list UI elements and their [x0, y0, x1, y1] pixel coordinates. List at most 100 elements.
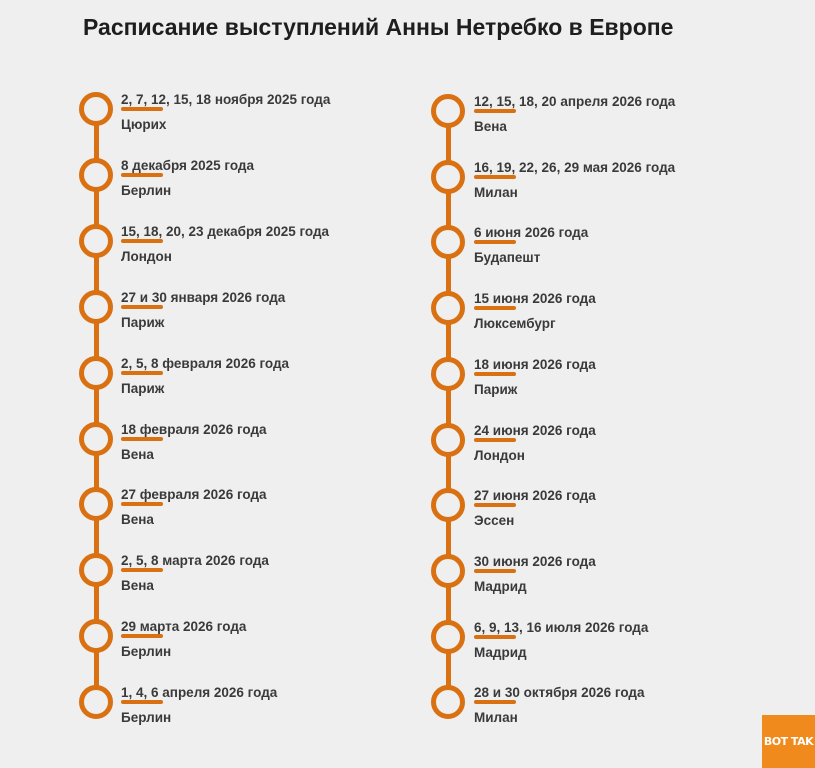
date-underline: [121, 370, 163, 375]
timeline-event: 28 и 30 октября 2026 года Милан: [474, 685, 644, 726]
date-underline: [474, 568, 516, 573]
event-date: 18 июня 2026 года: [474, 356, 596, 372]
timeline-node: [431, 159, 465, 194]
timeline-event: 6, 9, 13, 16 июля 2026 года Мадрид: [474, 620, 648, 661]
event-city: Эссен: [474, 513, 515, 529]
date-underline: [121, 107, 163, 111]
timeline-node: [431, 291, 465, 326]
timeline-line-left: [93, 112, 99, 700]
timeline-node: [79, 157, 113, 192]
timeline-event: 2, 5, 8 марта 2026 года Вена: [121, 553, 269, 594]
date-underline: [474, 437, 516, 442]
event-city: Берлин: [121, 710, 172, 726]
page-title: Расписание выступлений Анны Нетребко в Е…: [83, 14, 674, 40]
timeline-node: [431, 225, 465, 260]
event-date: 15, 18, 20, 23 декабря 2025 года: [121, 223, 330, 239]
event-city: Лондон: [121, 248, 172, 264]
date-underline: [121, 502, 163, 507]
timeline-event: 29 марта 2026 года Берлин: [121, 619, 246, 660]
timeline-node: [79, 92, 113, 126]
timeline-event: 12, 15, 18, 20 апреля 2026 года Вена: [474, 94, 675, 135]
event-date: 27 и 30 января 2026 года: [121, 289, 286, 305]
timeline-event: 1, 4, 6 апреля 2026 года Берлин: [121, 685, 277, 726]
date-underline: [121, 172, 163, 177]
timeline-event: 18 февраля 2026 года Вена: [121, 422, 267, 463]
timeline-node: [79, 223, 113, 258]
timeline-event: 18 июня 2026 года Париж: [474, 357, 596, 398]
timeline-event: 27 июня 2026 года Эссен: [474, 488, 596, 529]
date-underline: [474, 634, 516, 639]
event-date: 18 февраля 2026 года: [121, 421, 267, 437]
event-city: Вена: [121, 512, 154, 528]
date-underline: [474, 503, 516, 508]
timeline-node: [431, 422, 465, 457]
timeline-event: 27 и 30 января 2026 года Париж: [121, 290, 285, 331]
event-city: Мадрид: [474, 644, 527, 660]
event-city: Париж: [121, 380, 165, 396]
timeline-node: [431, 685, 465, 720]
event-date: 2, 5, 8 марта 2026 года: [121, 553, 269, 569]
event-date: 8 декабря 2025 года: [121, 157, 255, 173]
event-date: 27 февраля 2026 года: [121, 487, 267, 503]
date-underline: [121, 568, 163, 573]
event-date: 30 июня 2026 года: [474, 553, 596, 569]
event-city: Вена: [121, 446, 154, 462]
date-underline: [121, 304, 163, 309]
timeline-node: [431, 356, 465, 391]
event-city: Лондон: [474, 447, 525, 463]
event-date: 1, 4, 6 апреля 2026 года: [121, 685, 278, 701]
event-date: 27 июня 2026 года: [474, 488, 596, 504]
event-city: Милан: [474, 710, 518, 726]
timeline-node: [79, 355, 113, 390]
timeline-node: [79, 553, 113, 588]
timeline-event: 8 декабря 2025 года Берлин: [121, 158, 254, 199]
timeline-event: 6 июня 2026 года Будапешт: [474, 225, 588, 266]
timeline-node: [431, 94, 465, 128]
timeline-node: [431, 553, 465, 588]
date-underline: [474, 371, 516, 376]
event-city: Милан: [474, 184, 518, 200]
event-city: Цюрих: [121, 117, 167, 132]
timeline-event: 2, 5, 8 февраля 2026 года Париж: [121, 356, 289, 397]
timeline-event: 27 февраля 2026 года Вена: [121, 487, 267, 528]
event-city: Мадрид: [474, 578, 527, 594]
date-underline: [121, 700, 163, 705]
date-underline: [474, 240, 516, 245]
timeline-node: [79, 619, 113, 654]
event-city: Берлин: [121, 644, 172, 660]
timeline-event: 24 июня 2026 года Лондон: [474, 423, 596, 464]
date-underline: [121, 634, 163, 639]
date-underline: [121, 436, 163, 441]
logo-text: BOT TAK: [763, 735, 814, 748]
event-city: Вена: [474, 119, 507, 134]
timeline-event: 30 июня 2026 года Мадрид: [474, 554, 596, 595]
event-date: 2, 5, 8 февраля 2026 года: [121, 355, 290, 371]
event-city: Вена: [121, 578, 154, 594]
timeline-node: [431, 619, 465, 654]
date-underline: [121, 238, 163, 243]
event-city: Париж: [474, 381, 518, 397]
event-date: 16, 19, 22, 26, 29 мая 2026 года: [474, 159, 676, 175]
event-city: Будапешт: [474, 250, 541, 266]
timeline-node: [79, 421, 113, 456]
timeline-node: [79, 685, 113, 720]
event-date: 6, 9, 13, 16 июля 2026 года: [474, 619, 649, 635]
event-date: 28 и 30 октября 2026 года: [474, 685, 645, 701]
date-underline: [474, 306, 516, 311]
timeline-node: [79, 289, 113, 324]
timeline-event: 16, 19, 22, 26, 29 мая 2026 года Милан: [474, 160, 675, 201]
event-city: Люксембург: [474, 316, 556, 332]
event-date: 24 июня 2026 года: [474, 422, 596, 438]
event-date: 2, 7, 12, 15, 18 ноября 2025 года: [121, 92, 331, 107]
brand-logo: BOT TAK: [762, 715, 815, 768]
timeline-event: 15, 18, 20, 23 декабря 2025 года Лондон: [121, 224, 329, 265]
date-underline: [474, 109, 516, 113]
event-city: Париж: [121, 314, 165, 330]
event-date: 29 марта 2026 года: [121, 619, 247, 635]
date-underline: [474, 174, 516, 179]
event-city: Берлин: [121, 182, 172, 198]
event-date: 12, 15, 18, 20 апреля 2026 года: [474, 94, 676, 109]
timeline-node: [431, 488, 465, 523]
event-date: 6 июня 2026 года: [474, 225, 589, 241]
